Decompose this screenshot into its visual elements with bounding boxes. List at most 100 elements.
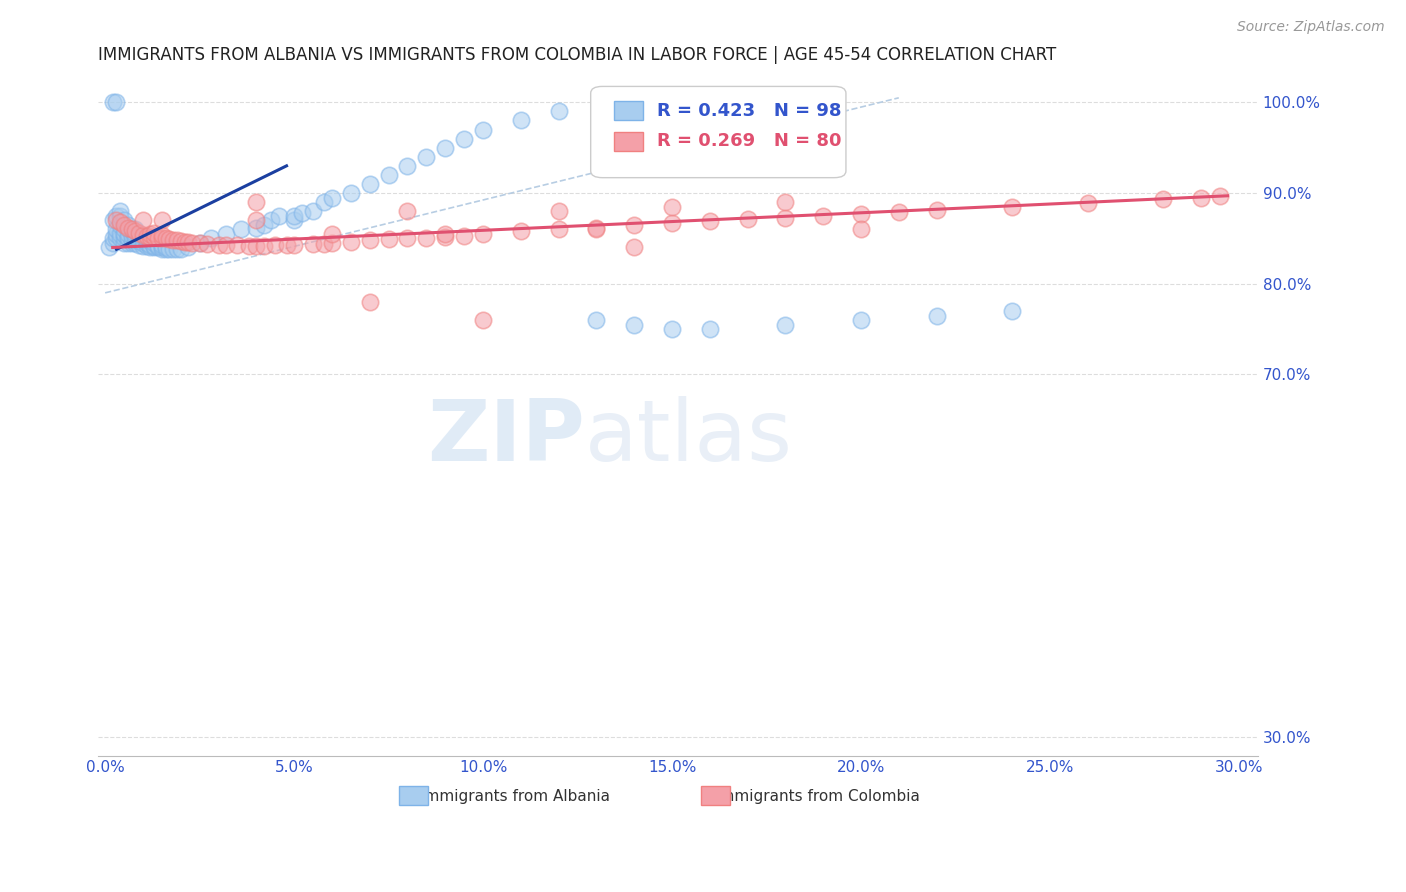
- Point: [112, 235, 135, 250]
- Point: [162, 233, 184, 247]
- Point: [321, 227, 343, 241]
- Point: [245, 195, 267, 210]
- Point: [139, 240, 162, 254]
- Point: [925, 203, 948, 218]
- Point: [177, 235, 200, 249]
- Point: [849, 222, 872, 236]
- Point: [1001, 200, 1024, 214]
- Point: [132, 233, 155, 247]
- Bar: [614, 132, 643, 151]
- Point: [359, 233, 381, 247]
- Point: [291, 206, 314, 220]
- Point: [699, 322, 721, 336]
- Point: [135, 238, 157, 252]
- Point: [1001, 304, 1024, 318]
- Point: [124, 233, 146, 247]
- Point: [925, 309, 948, 323]
- Point: [245, 238, 267, 252]
- Point: [359, 294, 381, 309]
- Text: atlas: atlas: [585, 396, 793, 479]
- Point: [105, 95, 128, 110]
- Point: [699, 214, 721, 228]
- Point: [143, 238, 166, 252]
- Point: [135, 229, 157, 244]
- Point: [434, 141, 457, 155]
- Point: [97, 240, 120, 254]
- Point: [188, 235, 211, 250]
- Point: [117, 218, 139, 232]
- Point: [775, 318, 797, 332]
- Point: [509, 113, 531, 128]
- Text: Source: ZipAtlas.com: Source: ZipAtlas.com: [1237, 20, 1385, 34]
- Point: [128, 231, 150, 245]
- Point: [623, 240, 645, 254]
- Point: [188, 235, 211, 250]
- Point: [396, 231, 419, 245]
- Point: [150, 231, 173, 245]
- Point: [181, 235, 204, 250]
- Point: [339, 235, 361, 249]
- Point: [811, 209, 834, 223]
- Point: [110, 204, 132, 219]
- Point: [110, 227, 132, 241]
- Point: [166, 233, 188, 247]
- Point: [215, 227, 238, 241]
- Point: [112, 218, 135, 232]
- Point: [849, 207, 872, 221]
- Point: [267, 209, 290, 223]
- Point: [155, 231, 177, 245]
- Point: [238, 238, 260, 252]
- Point: [264, 237, 287, 252]
- Point: [226, 237, 249, 252]
- Point: [207, 237, 229, 252]
- Point: [661, 216, 683, 230]
- Text: ZIP: ZIP: [427, 396, 585, 479]
- Point: [150, 213, 173, 227]
- Point: [143, 229, 166, 244]
- Point: [260, 213, 283, 227]
- Point: [135, 235, 157, 250]
- Point: [177, 240, 200, 254]
- Point: [314, 236, 336, 251]
- Point: [472, 313, 495, 327]
- Point: [434, 227, 457, 241]
- Point: [128, 237, 150, 252]
- Point: [110, 218, 132, 232]
- Point: [276, 237, 298, 252]
- Point: [139, 227, 162, 241]
- Point: [302, 204, 325, 219]
- Point: [150, 237, 173, 252]
- Point: [215, 237, 238, 252]
- Point: [283, 209, 305, 223]
- Point: [139, 229, 162, 244]
- Text: R = 0.269   N = 80: R = 0.269 N = 80: [657, 132, 841, 150]
- Point: [585, 313, 607, 327]
- Point: [143, 226, 166, 240]
- Point: [157, 242, 180, 256]
- Point: [1077, 196, 1099, 211]
- Point: [321, 191, 343, 205]
- Point: [321, 235, 343, 250]
- Point: [314, 195, 336, 210]
- Point: [623, 318, 645, 332]
- Point: [283, 237, 305, 252]
- Point: [124, 227, 146, 241]
- Point: [231, 222, 253, 236]
- Point: [339, 186, 361, 200]
- Point: [1189, 191, 1212, 205]
- Point: [887, 205, 910, 219]
- Point: [121, 228, 143, 243]
- Point: [101, 95, 124, 110]
- Point: [200, 231, 222, 245]
- Point: [623, 218, 645, 232]
- Point: [472, 122, 495, 136]
- Point: [112, 227, 135, 241]
- Point: [117, 235, 139, 250]
- Point: [434, 229, 457, 244]
- Point: [132, 235, 155, 250]
- Point: [128, 227, 150, 241]
- Point: [105, 227, 128, 241]
- Point: [121, 233, 143, 247]
- Point: [112, 231, 135, 245]
- Point: [396, 159, 419, 173]
